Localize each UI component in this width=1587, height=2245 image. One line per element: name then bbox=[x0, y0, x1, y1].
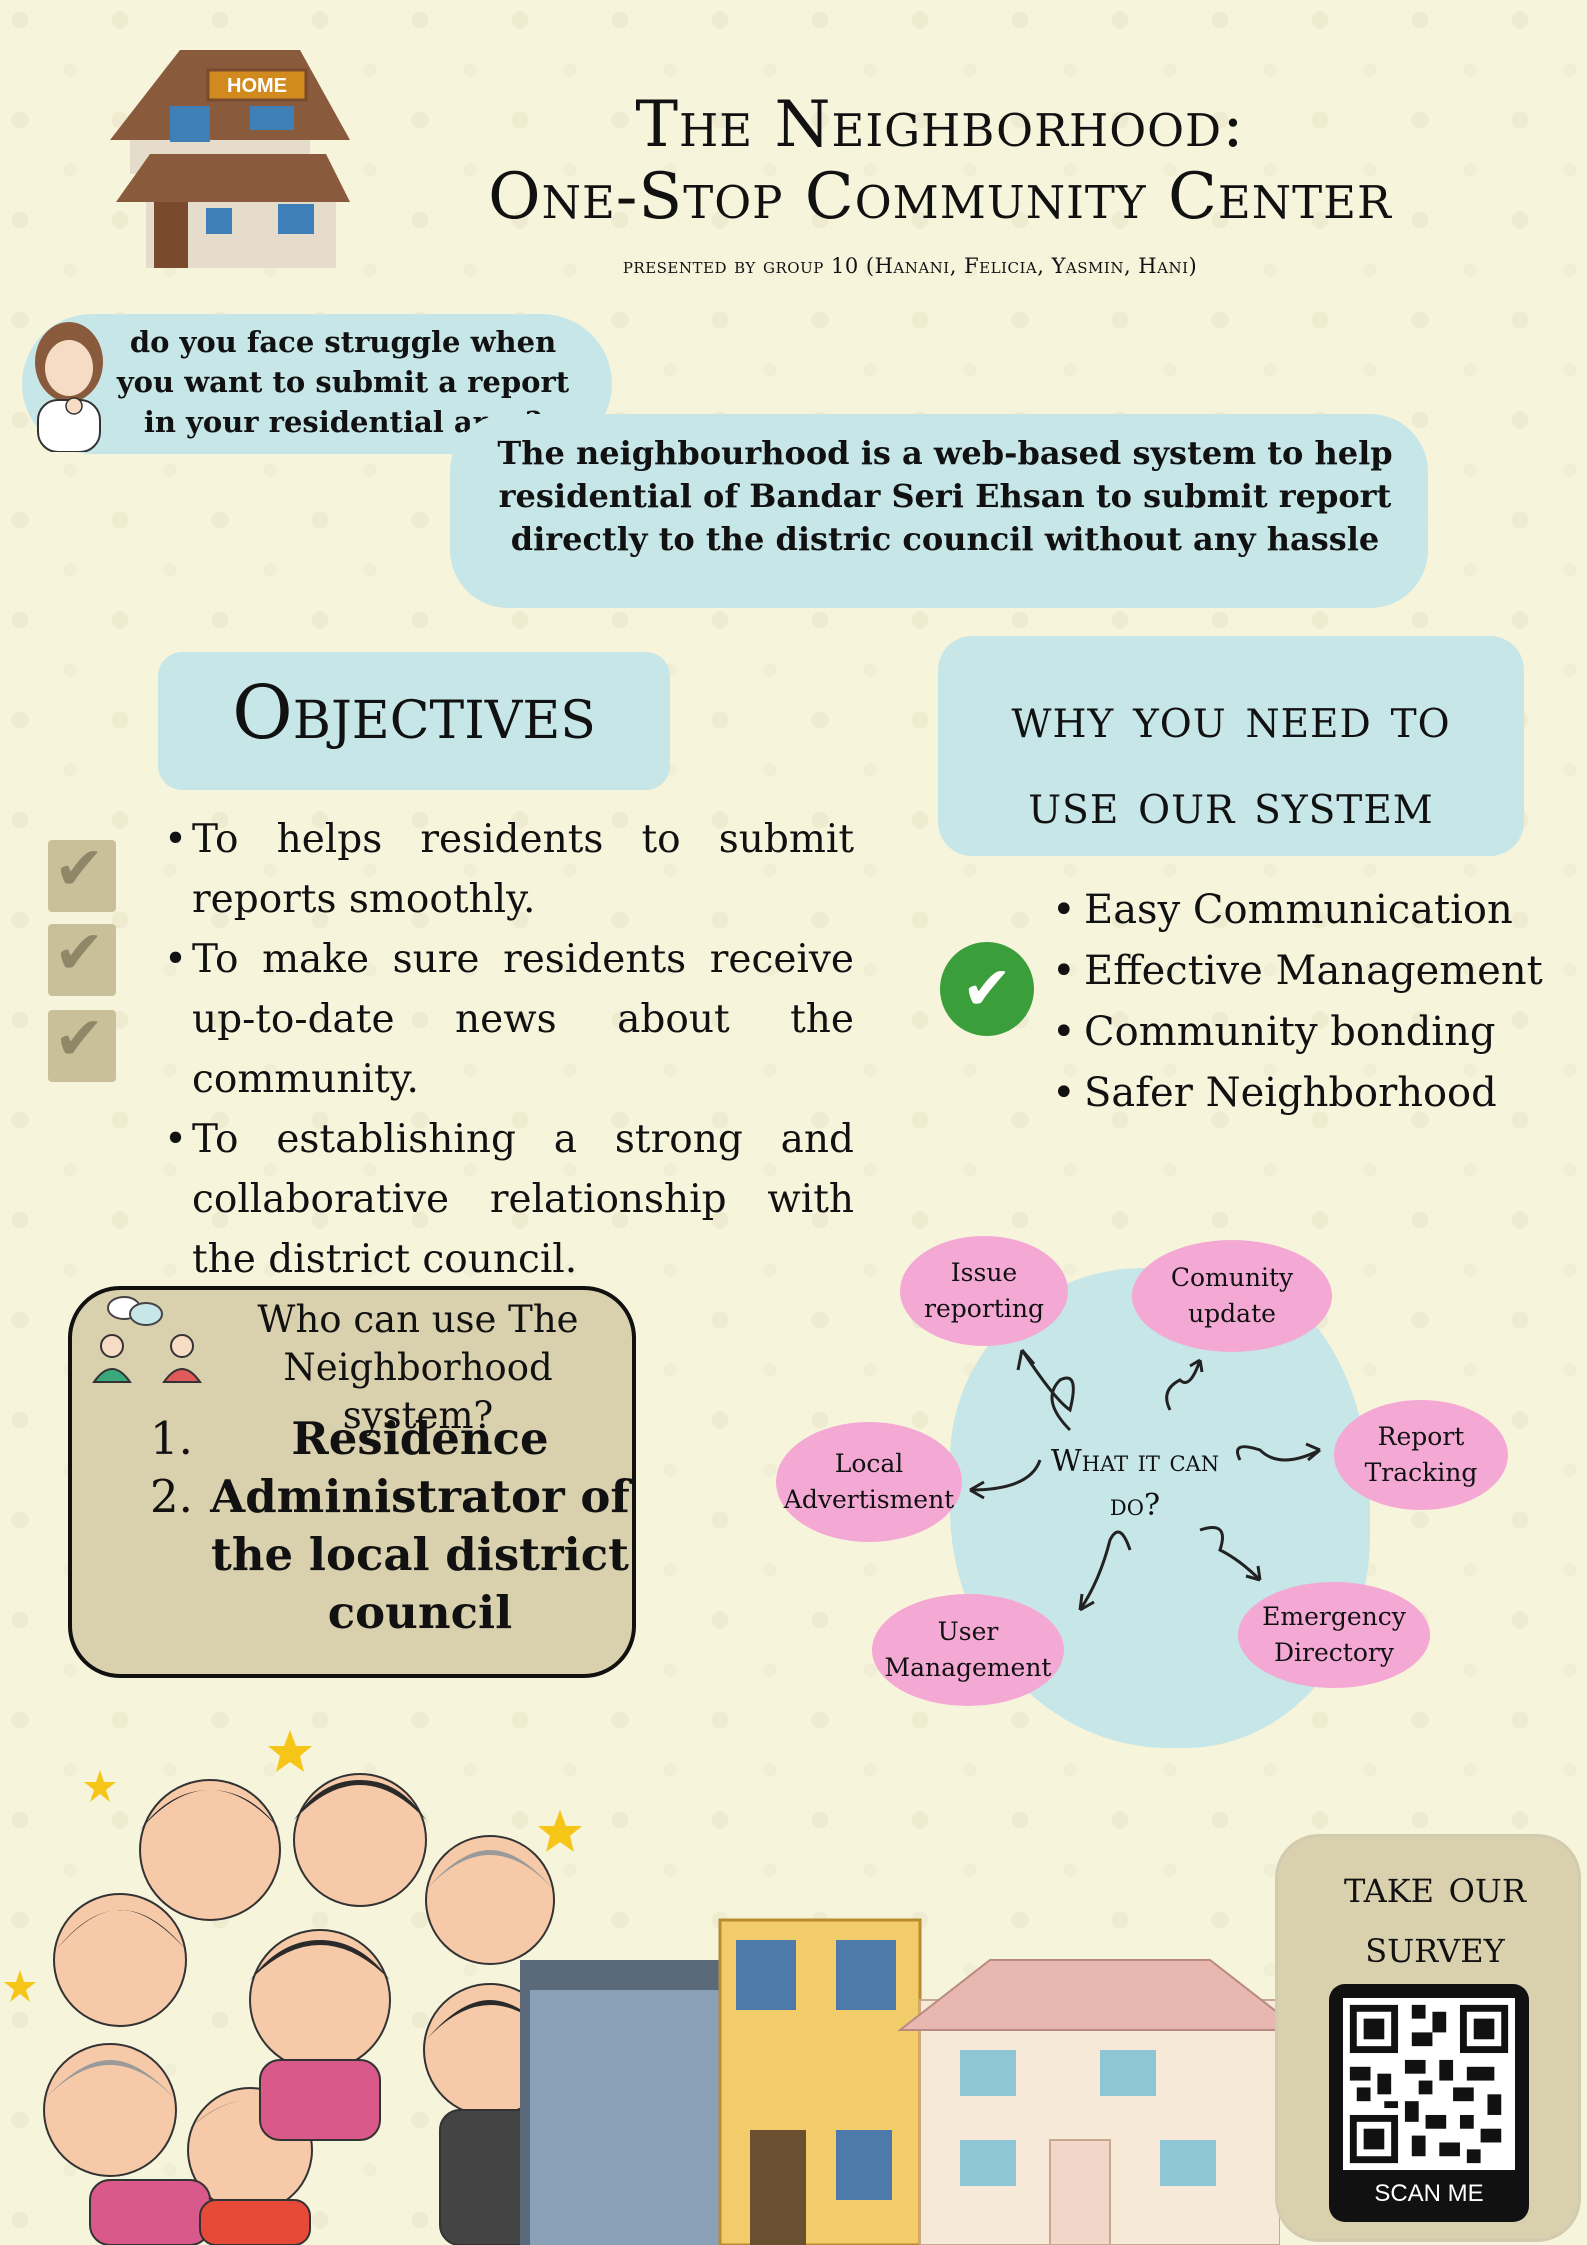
presented-by: presented by group 10 (Hanani, Felicia, … bbox=[622, 254, 1198, 278]
who-item-number: 2. bbox=[150, 1470, 193, 1523]
curly-arrow-icon bbox=[1020, 1349, 1075, 1432]
who-item-text: Residence bbox=[291, 1412, 549, 1465]
objectives-title: Objectives bbox=[232, 670, 596, 756]
node-emergency-directory: Emergency Directory bbox=[1238, 1582, 1430, 1688]
why-heading-box bbox=[938, 636, 1524, 856]
who-can-use-panel bbox=[68, 1286, 636, 1678]
page-title-line2: One-Stop Community Center bbox=[488, 160, 1392, 234]
objectives-list: To helps residents to submit reports smo… bbox=[158, 810, 854, 1290]
neighborhood-buildings-illustration bbox=[520, 1918, 1280, 2245]
node-label: Emergency Directory bbox=[1262, 1602, 1406, 1667]
checkbox-icon: ✔ bbox=[48, 918, 116, 996]
objective-item: To make sure residents receive up-to-dat… bbox=[158, 930, 854, 1110]
checkbox-icon: ✔ bbox=[48, 1004, 116, 1082]
objective-item: To establishing a strong and collaborati… bbox=[158, 1110, 854, 1290]
node-label: Issue reporting bbox=[924, 1258, 1044, 1323]
curly-arrow-icon bbox=[1165, 1359, 1202, 1411]
arrow-head-icon bbox=[1305, 1442, 1321, 1462]
who-item: 1. Residence bbox=[150, 1410, 630, 1468]
check-circle-icon: ✔ bbox=[940, 942, 1034, 1036]
who-can-use-title: Who can use The Neighborhood system? bbox=[257, 1298, 579, 1437]
objective-item: To helps residents to submit reports smo… bbox=[158, 810, 854, 930]
scan-me-label: SCAN ME bbox=[1374, 2180, 1484, 2207]
intro-text: The neighbourhood is a web-based system … bbox=[497, 434, 1393, 558]
who-item-text: Administrator of the local district coun… bbox=[210, 1470, 630, 1639]
qr-code-pattern-icon bbox=[1343, 1998, 1515, 2170]
arrow-head-icon bbox=[1189, 1358, 1204, 1373]
why-item: Effective Management bbox=[1046, 941, 1566, 1002]
why-item: Safer Neighborhood bbox=[1046, 1063, 1566, 1124]
why-item: Community bonding bbox=[1046, 1002, 1566, 1063]
node-label: Report Tracking bbox=[1364, 1422, 1478, 1487]
house-illustration: HOME bbox=[110, 50, 350, 268]
node-label: User Management bbox=[884, 1617, 1052, 1682]
arrow-head-icon bbox=[1078, 1593, 1095, 1612]
node-local-advertisment: Local Advertisment bbox=[776, 1422, 962, 1542]
page-title-line1: The Neighborhood: bbox=[635, 88, 1245, 162]
who-item: 2. Administrator of the local district c… bbox=[150, 1468, 630, 1642]
node-label: Comunity update bbox=[1170, 1263, 1294, 1328]
node-user-management: User Management bbox=[872, 1594, 1064, 1706]
node-report-tracking: Report Tracking bbox=[1334, 1400, 1508, 1510]
thinking-woman-icon bbox=[35, 322, 103, 452]
house-sign-text: HOME bbox=[227, 75, 287, 97]
curly-arrow-icon bbox=[969, 1459, 1042, 1492]
objectives-heading-box bbox=[158, 652, 670, 790]
question-text: do you face struggle when you want to su… bbox=[116, 325, 570, 439]
node-label: Local Advertisment bbox=[783, 1449, 955, 1514]
intro-bubble bbox=[450, 414, 1428, 608]
checkbox-icon: ✔ bbox=[48, 834, 116, 912]
curly-arrow-icon bbox=[1078, 1530, 1132, 1611]
curly-arrows bbox=[969, 1349, 1321, 1612]
node-issue-reporting: Issue reporting bbox=[900, 1236, 1068, 1346]
diagram-center-label: What it can do? bbox=[1050, 1444, 1220, 1523]
who-can-use-list: 1. Residence 2. Administrator of the loc… bbox=[150, 1410, 630, 1642]
why-list: Easy Communication Effective Management … bbox=[1046, 880, 1566, 1124]
arrow-head-icon bbox=[1245, 1565, 1262, 1582]
curly-arrow-icon bbox=[1236, 1445, 1321, 1462]
users-chat-icon bbox=[92, 1296, 202, 1383]
node-community-update: Comunity update bbox=[1132, 1240, 1332, 1352]
survey-title: take our survey bbox=[1344, 1859, 1526, 1973]
curly-arrow-icon bbox=[1199, 1526, 1262, 1582]
arrow-head-icon bbox=[969, 1480, 985, 1500]
why-title-line2: use our system bbox=[1028, 772, 1434, 837]
why-item: Easy Communication bbox=[1046, 880, 1566, 941]
why-title: why you need to use our system bbox=[938, 676, 1524, 848]
arrow-head-icon bbox=[1016, 1349, 1036, 1371]
why-title-line1: why you need to bbox=[1011, 686, 1451, 751]
who-item-number: 1. bbox=[150, 1412, 193, 1465]
